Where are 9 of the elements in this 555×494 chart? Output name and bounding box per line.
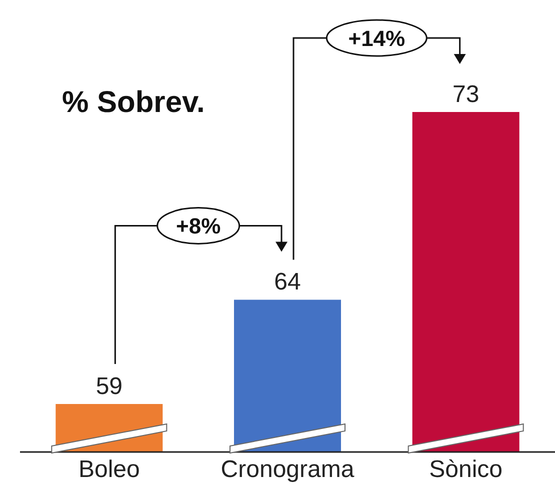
annotation: % Sobrev. xyxy=(62,86,205,119)
data-label: 59 xyxy=(96,373,123,400)
x-tick-label: Cronograma xyxy=(220,456,355,484)
x-tick-label: Boleo xyxy=(78,456,140,484)
annotation: +8% xyxy=(176,214,221,239)
x-tick-label: Sònico xyxy=(429,456,503,484)
data-label: 64 xyxy=(274,268,301,296)
data-label: 73 xyxy=(452,81,480,108)
text: +14% xyxy=(348,26,406,51)
